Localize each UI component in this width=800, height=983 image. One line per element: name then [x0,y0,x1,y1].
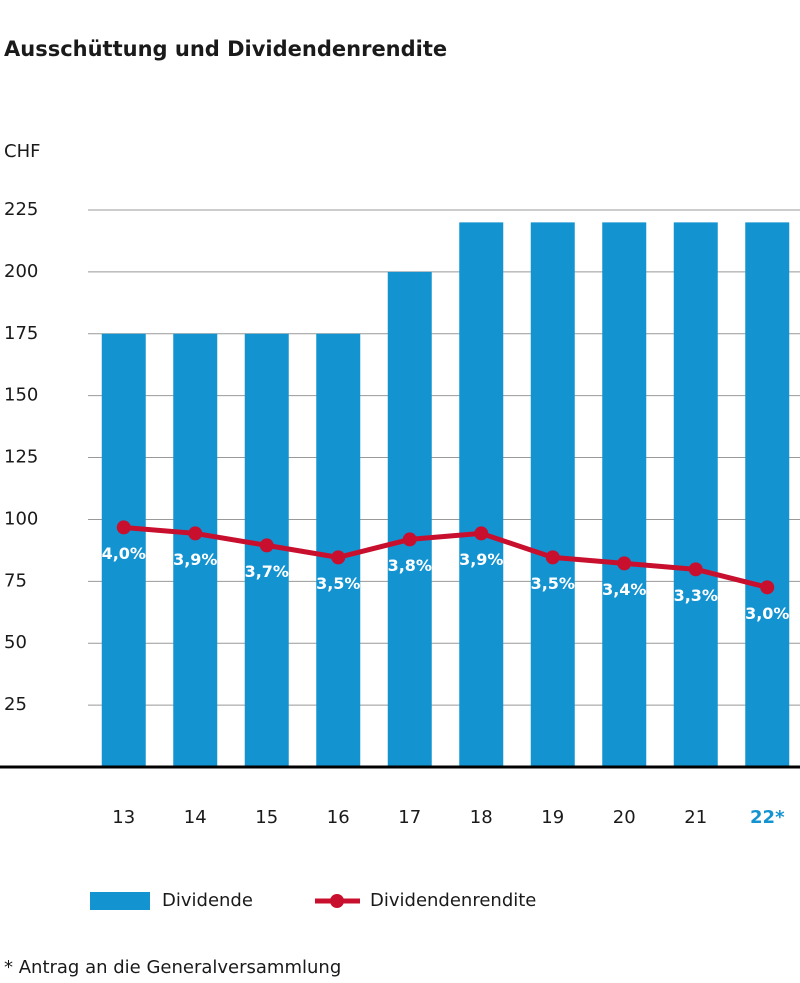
y-tick-label: 50 [4,632,27,653]
y-axis-label: CHF [4,141,40,162]
data-label: 3,9% [459,550,503,569]
x-tick-label: 21 [684,807,707,828]
y-tick-label: 200 [4,261,38,282]
y-tick-label: 125 [4,447,38,468]
line-point [188,526,203,541]
bar [173,333,218,767]
y-tick-label: 225 [4,199,38,220]
bar [387,271,432,767]
line-point [474,526,489,541]
bar [673,222,718,767]
x-tick-label: 19 [541,807,564,828]
x-tick-label: 20 [613,807,636,828]
legend-swatch [90,892,150,910]
y-tick-label: 75 [4,570,27,591]
data-label: 3,5% [531,574,575,593]
line [123,524,768,590]
x-tick-label: 22* [750,807,785,828]
legend-swatch-dot [330,894,344,908]
data-label: 4,0% [102,544,146,563]
y-tick-label: 25 [4,694,27,715]
legend-label: Dividendenrendite [370,890,536,911]
line-point [116,520,131,535]
y-tick-label: 100 [4,508,38,529]
line-point [259,538,274,553]
data-label: 3,0% [745,604,789,623]
x-tick-label: 17 [398,807,421,828]
x-tick-label: 16 [327,807,350,828]
legend-label: Dividende [162,890,253,911]
line-point [331,550,346,565]
bar [530,222,575,767]
line-point [545,550,560,565]
data-label: 3,3% [674,586,718,605]
bar [101,333,146,767]
data-label: 3,4% [602,580,646,599]
chart-title: Ausschüttung und Dividendenrendite [4,37,447,61]
x-tick-label: 14 [184,807,207,828]
bar [602,222,647,767]
line-point [760,580,775,595]
line-point [617,556,632,571]
footnote: * Antrag an die Generalversammlung [4,957,341,978]
x-tick-label: 18 [470,807,493,828]
bar [459,222,504,767]
x-tick-label: 13 [112,807,135,828]
y-tick-label: 150 [4,385,38,406]
y-tick-label: 175 [4,323,38,344]
data-label: 3,7% [245,562,289,581]
line-point [402,532,417,547]
data-label: 3,8% [388,556,432,575]
x-tick-label: 15 [255,807,278,828]
data-label: 3,9% [173,550,217,569]
bar [745,222,790,767]
line-point [688,562,703,577]
data-label: 3,5% [316,574,360,593]
